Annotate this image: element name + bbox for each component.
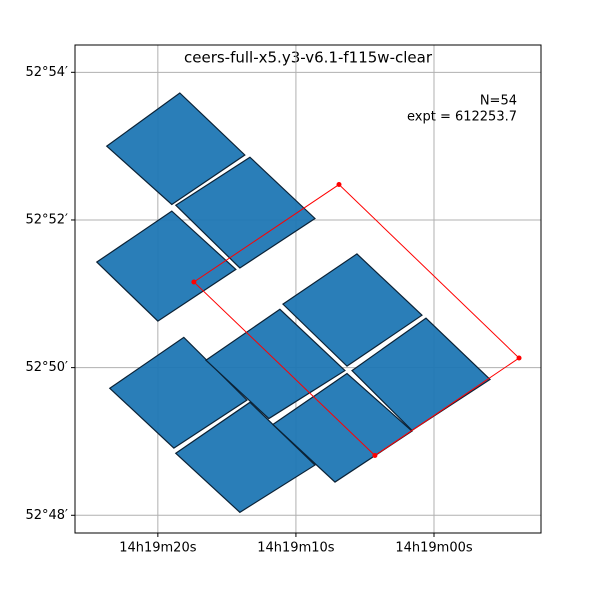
tile [351,317,492,432]
x-tick-label: 14h19m00s [395,541,473,556]
tile [281,253,423,367]
tile [271,372,414,483]
tile [108,336,248,449]
chart-title: ceers-full-x5.y3-v6.1-f115w-clear [184,49,433,67]
tile [174,156,316,269]
annotation: N=54 [480,94,517,109]
tile [105,92,246,206]
tile [174,401,316,514]
plot-frame [74,44,542,534]
outline-vertex [372,452,378,458]
y-tick-label: 52°54′ [25,65,68,80]
tile [204,308,346,420]
annotation: expt = 612253.7 [407,110,517,125]
outline-vertex [516,355,522,361]
tile [95,210,237,322]
y-tick-label: 52°52′ [25,212,68,227]
y-tick-label: 52°50′ [25,360,68,375]
outline-vertex [336,182,342,188]
y-tick-label: 52°48′ [25,508,68,523]
x-tick-label: 14h19m10s [257,541,335,556]
x-tick-label: 14h19m20s [119,541,197,556]
outline-vertex [191,279,197,285]
